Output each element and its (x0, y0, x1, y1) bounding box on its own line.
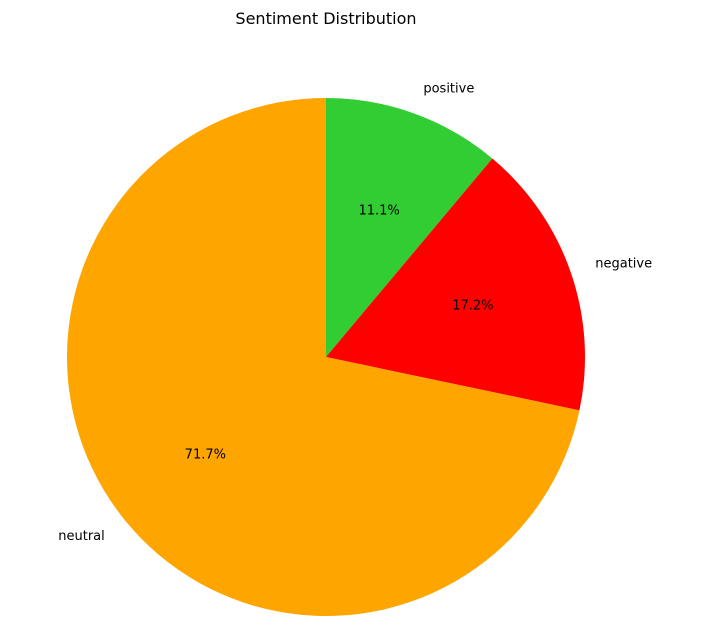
slice-label-negative: negative (595, 256, 652, 271)
slice-pct-negative: 17.2% (452, 299, 493, 314)
slice-label-positive: positive (423, 82, 474, 97)
slice-label-neutral: neutral (58, 529, 105, 544)
chart-title: Sentiment Distribution (235, 9, 416, 28)
pie-slice-negative (326, 158, 585, 411)
pie-slices (66, 98, 585, 616)
pie-labels: positive 11.1% negative 17.2% neutral 71.7% (58, 82, 652, 544)
pie-slice-neutral (66, 98, 580, 616)
pie-slice-positive (326, 98, 493, 357)
slice-pct-positive: 11.1% (358, 203, 399, 218)
slice-pct-neutral: 71.7% (185, 447, 226, 462)
